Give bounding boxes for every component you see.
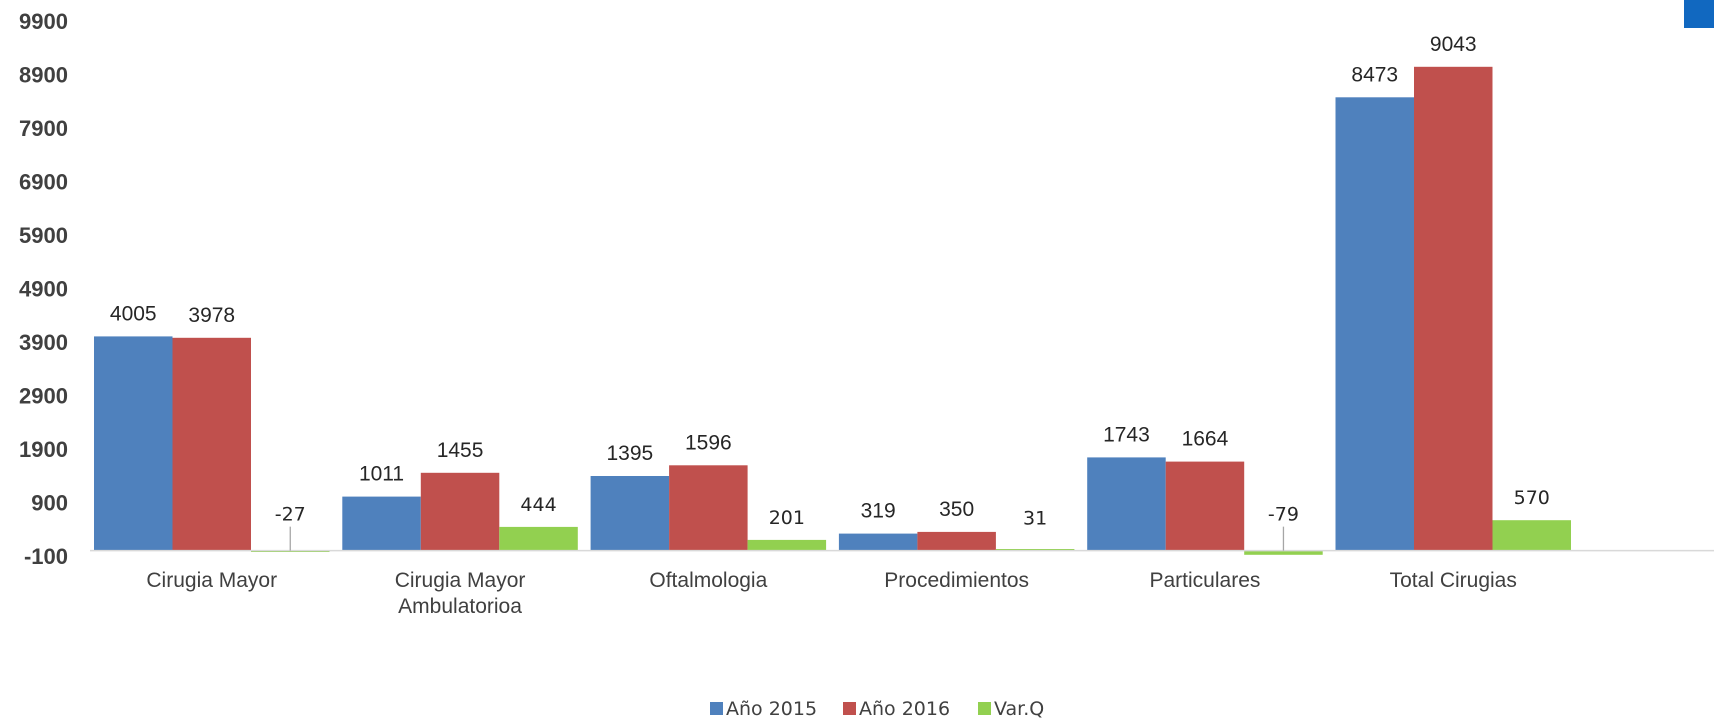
x-tick-line: Cirugia Mayor bbox=[395, 569, 526, 592]
bar bbox=[499, 526, 578, 551]
bar bbox=[995, 549, 1075, 551]
y-tick-label: 3900 bbox=[19, 330, 68, 355]
bar bbox=[342, 496, 421, 551]
bar bbox=[420, 472, 500, 551]
x-tick-label: Cirugia Mayor Ambulatorioa bbox=[395, 569, 526, 618]
x-tick-line: Total Cirugias bbox=[1390, 569, 1517, 592]
legend-item: Var.Q bbox=[978, 698, 1044, 720]
x-tick-label: Particulares bbox=[1150, 569, 1261, 592]
legend-label: Año 2015 bbox=[726, 698, 817, 720]
x-tick-line: Particulares bbox=[1150, 569, 1261, 592]
legend-item: Año 2015 bbox=[710, 698, 817, 720]
x-tick-label: Cirugia Mayor bbox=[146, 569, 277, 592]
y-tick-label: 8900 bbox=[19, 63, 68, 88]
legend-swatch bbox=[978, 702, 991, 715]
data-label: 8473 bbox=[1351, 63, 1398, 86]
x-tick-label: Total Cirugias bbox=[1390, 569, 1517, 592]
data-label: 1743 bbox=[1103, 423, 1150, 446]
y-tick-label: 7900 bbox=[19, 116, 68, 141]
x-tick-label: Oftalmologia bbox=[649, 569, 767, 592]
x-tick-labels: Cirugia Mayor Cirugia Mayor Ambulatorioa Of… bbox=[146, 569, 1516, 618]
data-label: 31 bbox=[1023, 508, 1047, 530]
y-tick-label: 9900 bbox=[19, 9, 68, 34]
data-labels: 4005 1011 1395 319 1743 8473 3978 1455 1596 350 16… bbox=[110, 33, 1550, 551]
bar bbox=[917, 531, 996, 551]
bar bbox=[94, 336, 173, 551]
data-label: 570 bbox=[1514, 487, 1550, 509]
data-label: -27 bbox=[275, 504, 306, 526]
data-label: 444 bbox=[520, 494, 556, 516]
x-tick-label: Procedimientos bbox=[884, 569, 1029, 592]
data-label: 1011 bbox=[359, 463, 404, 486]
legend-swatch bbox=[710, 702, 723, 715]
corner-accent bbox=[1684, 0, 1714, 28]
x-tick-line: Cirugia Mayor bbox=[146, 569, 277, 592]
bar bbox=[1335, 97, 1414, 551]
data-label: 1455 bbox=[437, 439, 484, 462]
data-label: -79 bbox=[1268, 504, 1299, 526]
data-label: 9043 bbox=[1430, 33, 1477, 56]
bar bbox=[1087, 457, 1166, 551]
legend: Año 2015 Año 2016 Var.Q bbox=[710, 698, 1044, 720]
bar bbox=[838, 533, 918, 551]
y-tick-label: -100 bbox=[24, 544, 68, 569]
data-label: 319 bbox=[861, 500, 896, 523]
bar bbox=[1244, 550, 1323, 555]
bar bbox=[1165, 461, 1245, 551]
y-tick-label: 6900 bbox=[19, 170, 68, 195]
y-tick-label: 4900 bbox=[19, 277, 68, 302]
data-label: 1395 bbox=[606, 442, 653, 465]
x-tick-line: Ambulatorioa bbox=[398, 595, 522, 618]
data-label: 350 bbox=[939, 498, 974, 521]
legend-label: Año 2016 bbox=[859, 698, 950, 720]
data-label: 1596 bbox=[685, 431, 732, 454]
x-tick-line: Oftalmologia bbox=[649, 569, 767, 592]
x-tick-line: Procedimientos bbox=[884, 569, 1029, 592]
data-label: 201 bbox=[769, 507, 805, 529]
bar bbox=[669, 465, 748, 551]
bars bbox=[94, 66, 1571, 555]
bar bbox=[172, 337, 251, 551]
data-label: 3978 bbox=[188, 304, 235, 327]
legend-item: Año 2016 bbox=[843, 698, 950, 720]
data-label: 4005 bbox=[110, 302, 157, 325]
data-label: 1664 bbox=[1182, 428, 1229, 451]
y-tick-label: 2900 bbox=[19, 384, 68, 409]
y-tick-label: 5900 bbox=[19, 223, 68, 248]
legend-swatch bbox=[843, 702, 856, 715]
legend-label: Var.Q bbox=[994, 698, 1044, 720]
y-axis: -100 900 1900 2900 3900 4900 5900 6900 7900 8900 9… bbox=[19, 9, 68, 569]
y-tick-label: 1900 bbox=[19, 437, 68, 462]
y-tick-label: 900 bbox=[31, 491, 68, 516]
bar bbox=[1492, 520, 1571, 551]
bar bbox=[590, 476, 670, 551]
bar bbox=[1414, 66, 1493, 551]
bar bbox=[747, 539, 827, 551]
